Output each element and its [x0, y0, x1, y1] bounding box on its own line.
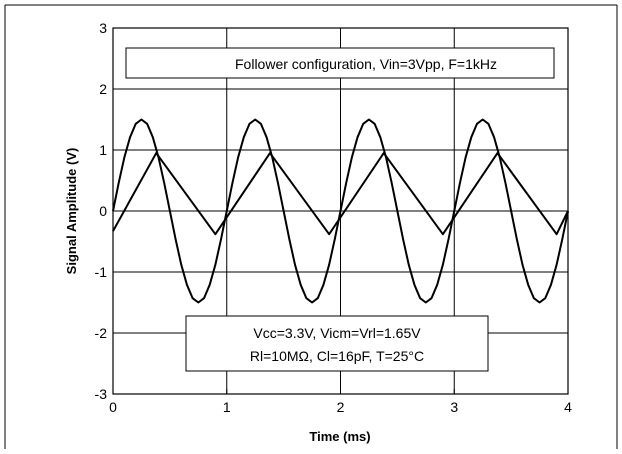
x-tick-label: 3 — [450, 399, 458, 415]
y-axis-label: Signal Amplitude (V) — [64, 148, 79, 275]
y-tick-label: 3 — [99, 20, 107, 36]
series-line-sine — [112, 118, 569, 304]
series-line-triangle — [112, 152, 569, 236]
y-tick-label: -1 — [95, 264, 108, 280]
y-tick-label: 0 — [99, 203, 107, 219]
series-layer — [112, 118, 569, 304]
x-tick-label: 2 — [337, 399, 345, 415]
annotation-bottom-line1: Vcc=3.3V, Vicm=Vrl=1.65V — [253, 325, 421, 341]
tick-layer: 0 1 2 3 4 3 2 1 0 -1 -2 -3 — [95, 20, 573, 415]
y-tick-label: 1 — [99, 142, 107, 158]
annotation-box-top — [125, 47, 555, 79]
x-tick-label: 0 — [109, 399, 117, 415]
annotation-box-bottom — [185, 315, 489, 372]
y-tick-label: -3 — [95, 386, 108, 402]
x-tick-label: 4 — [564, 399, 572, 415]
x-tick-label: 1 — [223, 399, 231, 415]
y-tick-label: -2 — [95, 325, 108, 341]
y-tick-label: 2 — [99, 81, 107, 97]
x-axis-label: Time (ms) — [309, 429, 370, 444]
annotation-bottom-line2: Rl=10MΩ, Cl=16pF, T=25°C — [250, 348, 424, 364]
annotation-top-text: Follower configuration, Vin=3Vpp, F=1kHz — [235, 56, 497, 72]
